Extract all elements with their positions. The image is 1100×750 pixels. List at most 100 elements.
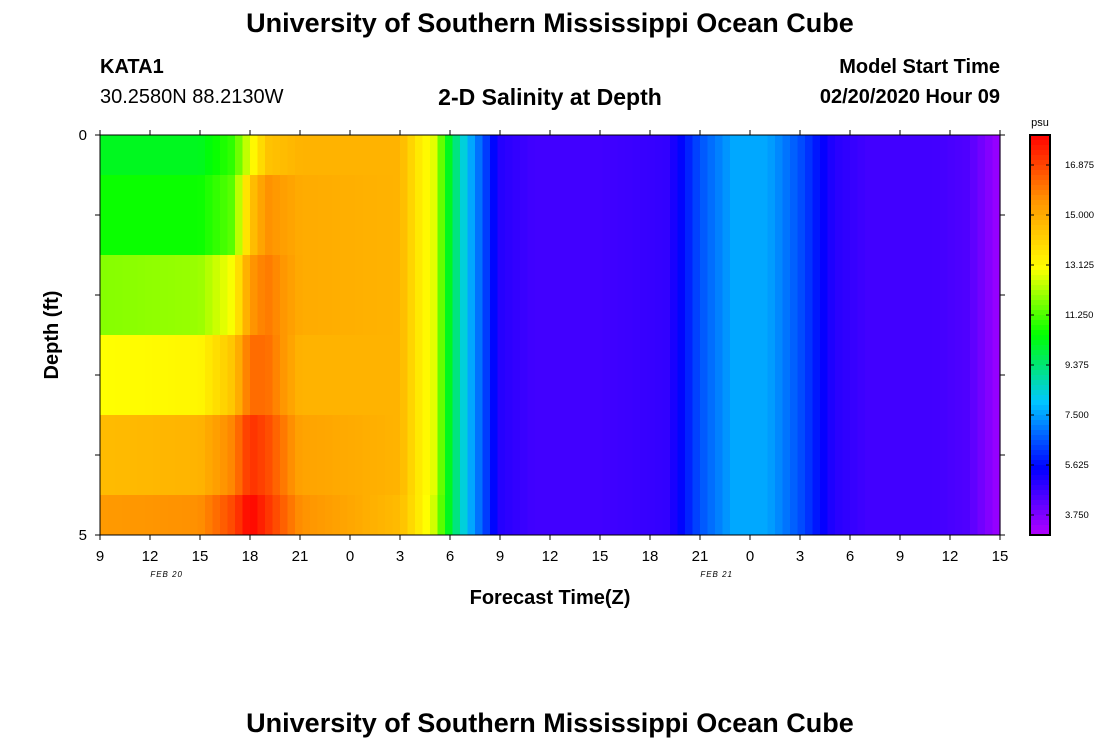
heatmap-cell [617,415,626,495]
heatmap-cell [137,175,146,255]
heatmap-cell [745,175,754,255]
colorbar-band [1030,470,1050,476]
colorbar-band [1030,420,1050,426]
chart-title: 2-D Salinity at Depth [438,84,662,110]
heatmap-cell [977,255,986,335]
heatmap-cell [587,175,596,255]
heatmap-cell [152,255,161,335]
heatmap-cell [325,135,334,175]
heatmap-cells [100,135,1001,535]
heatmap-cell [190,335,199,415]
heatmap-cell [512,495,521,535]
heatmap-cell [685,135,694,175]
heatmap-cell [182,335,191,415]
heatmap-cell [295,175,304,255]
heatmap-cell [340,335,349,415]
heatmap-cell [685,495,694,535]
heatmap-cell [850,135,859,175]
heatmap-cell [625,335,634,415]
heatmap-cell [715,135,724,175]
x-tick-label: 21 [292,548,309,565]
colorbar-band [1030,345,1050,351]
heatmap-cell [685,255,694,335]
heatmap-cell [212,415,221,495]
heatmap-cell [280,415,289,495]
heatmap-cell [340,415,349,495]
heatmap-cell [820,175,829,255]
colorbar-band [1030,465,1050,471]
heatmap-cell [895,255,904,335]
colorbar-band [1030,490,1050,496]
heatmap-cell [685,335,694,415]
heatmap-cell [820,135,829,175]
heatmap-cell [797,495,806,535]
colorbar-tick-label: 15.000 [1065,210,1094,221]
heatmap-cell [865,175,874,255]
heatmap-cell [572,415,581,495]
heatmap-cell [340,255,349,335]
heatmap-cell [460,495,469,535]
heatmap-cell [490,415,499,495]
colorbar-band [1030,530,1050,536]
heatmap-cell [422,135,431,175]
heatmap-cell [235,335,244,415]
heatmap-cell [325,495,334,535]
heatmap-cell [505,335,514,415]
heatmap-cell [145,495,154,535]
colorbar-tick-label: 13.125 [1065,260,1094,271]
heatmap-cell [782,175,791,255]
heatmap-cell [655,415,664,495]
heatmap-cell [107,495,116,535]
heatmap-cell [182,175,191,255]
colorbar-band [1030,270,1050,276]
heatmap-cell [880,135,889,175]
heatmap-cell [647,175,656,255]
heatmap-cell [317,175,326,255]
colorbar [1030,135,1050,536]
heatmap-cell [340,495,349,535]
heatmap-cell [122,335,131,415]
heatmap-cell [325,415,334,495]
heatmap-cell [220,135,229,175]
colorbar-band [1030,145,1050,151]
heatmap-cell [805,175,814,255]
heatmap-cell [917,495,926,535]
heatmap-cell [782,255,791,335]
heatmap-cell [610,335,619,415]
heatmap-cell [985,135,994,175]
heatmap-cell [415,335,424,415]
x-tick-label: 6 [846,548,854,565]
heatmap-cell [310,335,319,415]
heatmap-cell [310,495,319,535]
heatmap-cell [325,335,334,415]
heatmap-cell [400,255,409,335]
heatmap-cell [992,255,1001,335]
heatmap-cell [332,495,341,535]
heatmap-cell [640,175,649,255]
heatmap-cell [790,255,799,335]
heatmap-cell [572,495,581,535]
heatmap-cell [520,135,529,175]
heatmap-cell [295,335,304,415]
heatmap-cell [520,175,529,255]
colorbar-band [1030,135,1050,141]
x-tick-label: 12 [942,548,959,565]
colorbar-band [1030,375,1050,381]
colorbar-band [1030,495,1050,501]
heatmap-cell [362,415,371,495]
colorbar-band [1030,160,1050,166]
heatmap-cell [400,175,409,255]
heatmap-cell [512,135,521,175]
heatmap-cell [557,495,566,535]
heatmap-cell [257,335,266,415]
heatmap-cell [325,255,334,335]
heatmap-cell [580,495,589,535]
heatmap-cell [355,495,364,535]
heatmap-cell [655,175,664,255]
heatmap-cell [452,175,461,255]
heatmap-cell [355,415,364,495]
heatmap-cell [490,135,499,175]
heatmap-cell [745,415,754,495]
colorbar-tick-label: 7.500 [1065,410,1089,421]
heatmap-cell [430,415,439,495]
